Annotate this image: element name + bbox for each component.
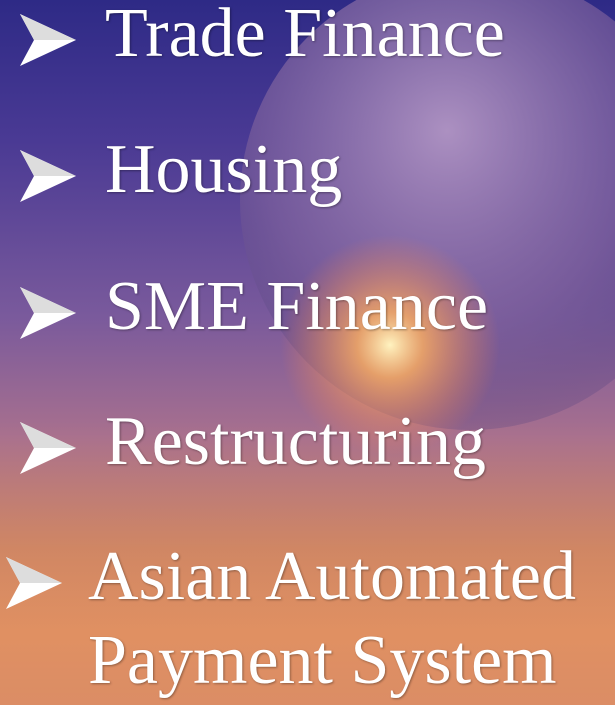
bullet-arrow: [20, 422, 76, 474]
sun-glow: [280, 235, 500, 455]
list-item: Housing: [105, 131, 343, 208]
list-item: SME Finance: [105, 268, 489, 345]
list-item: Trade Finance: [105, 0, 505, 72]
clouds: [0, 420, 615, 705]
bullet-arrow: [6, 557, 62, 609]
bullet-arrow: [20, 14, 76, 66]
bullet-arrow: [20, 150, 76, 202]
bullet-arrow: [20, 287, 76, 339]
list-item: Restructuring: [105, 403, 487, 480]
list-item: Asian Automated Payment System: [88, 538, 576, 699]
